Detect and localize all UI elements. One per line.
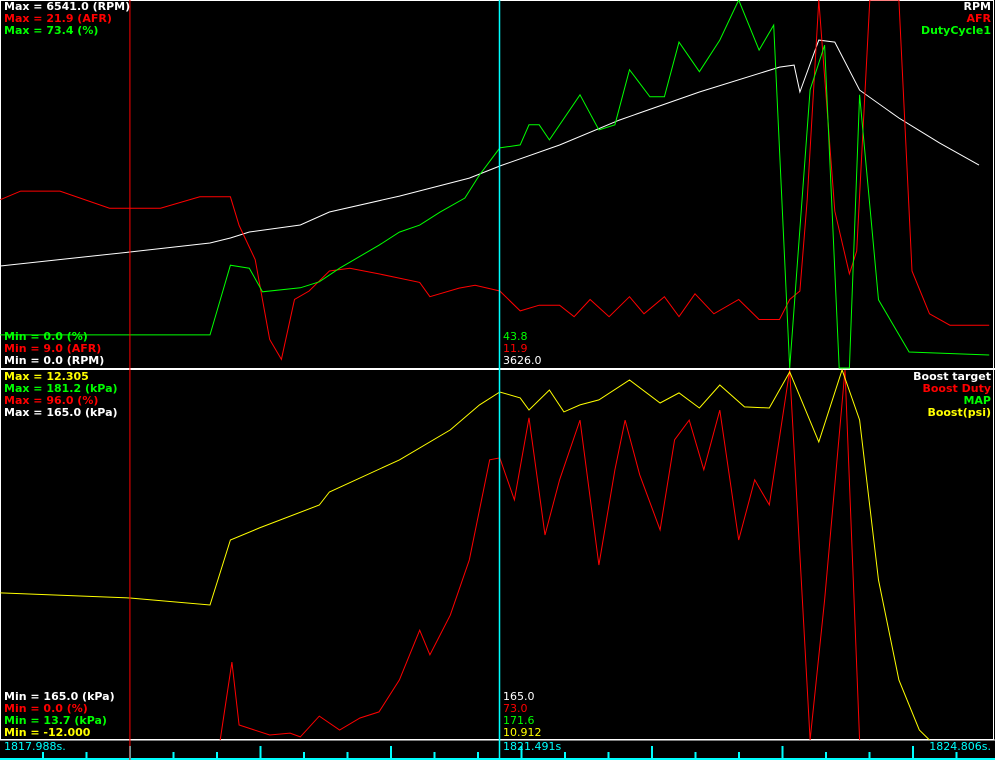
- axis-start-label: 1817.988s.: [4, 740, 66, 753]
- max-label: Max = 12.305: [4, 370, 89, 383]
- series-line-dutycycle1: [0, 0, 990, 369]
- min-label: Min = 9.0 (AFR): [4, 342, 102, 355]
- max-label: Max = 6541.0 (RPM): [4, 0, 131, 13]
- legend-item: RPM: [963, 0, 991, 13]
- legend-item: Boost(psi): [927, 406, 991, 419]
- cursor-value: 11.9: [503, 342, 528, 355]
- legend-item: Boost target: [913, 370, 991, 383]
- min-label: Min = 0.0 (RPM): [4, 354, 105, 367]
- min-label: Min = 0.0 (%): [4, 330, 88, 343]
- min-label: Min = 13.7 (kPa): [4, 714, 107, 727]
- legend-item: Boost Duty: [922, 382, 991, 395]
- cursor-value: 3626.0: [503, 354, 542, 367]
- max-label: Max = 96.0 (%): [4, 394, 99, 407]
- cursor-value: 43.8: [503, 330, 528, 343]
- max-label: Max = 73.4 (%): [4, 24, 99, 37]
- axis-cursor-label: 1821.491s: [503, 740, 562, 753]
- axis-end-label: 1824.806s.: [929, 740, 991, 753]
- legend-item: AFR: [966, 12, 992, 25]
- cursor-value: 73.0: [503, 702, 528, 715]
- legend-item: MAP: [963, 394, 991, 407]
- max-label: Max = 21.9 (AFR): [4, 12, 112, 25]
- series-line-boost-duty: [219, 369, 861, 741]
- min-label: Min = 165.0 (kPa): [4, 690, 115, 703]
- cursor-value: 171.6: [503, 714, 535, 727]
- cursor-value: 10.912: [503, 726, 542, 739]
- series-line-rpm: [0, 39, 980, 267]
- min-label: Min = -12.000: [4, 726, 91, 739]
- cursor-value: 165.0: [503, 690, 535, 703]
- series-line-afr: [0, 0, 990, 361]
- legend-item: DutyCycle1: [920, 24, 991, 37]
- max-label: Max = 165.0 (kPa): [4, 406, 118, 419]
- series-line-boost-psi-: [0, 368, 930, 741]
- min-label: Min = 0.0 (%): [4, 702, 88, 715]
- max-label: Max = 181.2 (kPa): [4, 382, 118, 395]
